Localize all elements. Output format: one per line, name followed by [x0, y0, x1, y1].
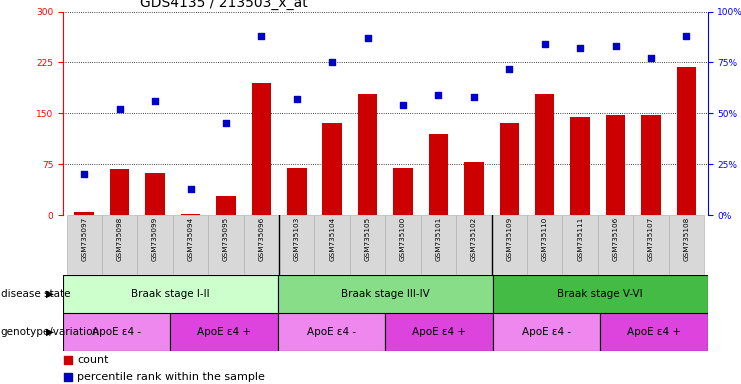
Point	[362, 35, 373, 41]
Point	[503, 65, 515, 71]
Text: GSM735109: GSM735109	[506, 217, 512, 261]
Bar	[499, 123, 519, 215]
Bar	[535, 94, 554, 215]
Text: GSM735099: GSM735099	[152, 217, 158, 261]
Text: Braak stage III-IV: Braak stage III-IV	[341, 289, 430, 299]
Point	[256, 33, 268, 39]
Bar	[385, 313, 493, 351]
Bar	[641, 115, 661, 215]
Bar	[606, 115, 625, 215]
Bar	[216, 196, 236, 215]
Point	[433, 92, 445, 98]
Bar	[67, 215, 102, 275]
Bar	[181, 214, 200, 215]
Point	[326, 59, 338, 65]
Text: GSM735106: GSM735106	[613, 217, 619, 261]
Text: Braak stage V-VI: Braak stage V-VI	[557, 289, 643, 299]
Point	[79, 171, 90, 177]
Point	[290, 96, 302, 102]
Bar	[137, 215, 173, 275]
Point	[539, 41, 551, 47]
Bar	[244, 215, 279, 275]
Text: GSM735104: GSM735104	[329, 217, 335, 261]
Bar	[598, 215, 634, 275]
Text: GSM735107: GSM735107	[648, 217, 654, 261]
Bar	[562, 215, 598, 275]
Text: GSM735110: GSM735110	[542, 217, 548, 261]
Bar	[527, 215, 562, 275]
Bar	[358, 94, 377, 215]
Bar	[102, 215, 137, 275]
Bar	[421, 215, 456, 275]
Text: ApoE ε4 -: ApoE ε4 -	[307, 327, 356, 337]
Text: GSM735111: GSM735111	[577, 217, 583, 261]
Point	[262, 300, 274, 306]
Text: genotype/variation: genotype/variation	[1, 327, 100, 337]
Point	[397, 102, 409, 108]
Bar	[393, 167, 413, 215]
Text: GSM735102: GSM735102	[471, 217, 477, 261]
Text: GSM735100: GSM735100	[400, 217, 406, 261]
Bar	[600, 313, 708, 351]
Bar	[493, 313, 600, 351]
Point	[185, 185, 196, 192]
Text: percentile rank within the sample: percentile rank within the sample	[78, 372, 265, 382]
Text: GSM735103: GSM735103	[293, 217, 300, 261]
Point	[149, 98, 161, 104]
Text: ApoE ε4 +: ApoE ε4 +	[627, 327, 681, 337]
Text: GSM735101: GSM735101	[436, 217, 442, 261]
Text: Braak stage I-II: Braak stage I-II	[131, 289, 210, 299]
Point	[610, 43, 622, 49]
Text: ▶: ▶	[46, 327, 54, 337]
Bar	[668, 215, 704, 275]
Bar	[571, 117, 590, 215]
Bar	[322, 123, 342, 215]
Point	[113, 106, 125, 112]
Bar	[278, 275, 493, 313]
Text: ApoE ε4 +: ApoE ε4 +	[197, 327, 251, 337]
Bar	[173, 215, 208, 275]
Bar	[208, 215, 244, 275]
Bar	[634, 215, 668, 275]
Text: GSM735094: GSM735094	[187, 217, 193, 261]
Bar	[278, 313, 385, 351]
Bar	[350, 215, 385, 275]
Bar	[491, 215, 527, 275]
Bar	[314, 215, 350, 275]
Bar	[287, 167, 307, 215]
Text: GSM735095: GSM735095	[223, 217, 229, 261]
Text: ▶: ▶	[46, 289, 54, 299]
Point	[468, 94, 480, 100]
Point	[645, 55, 657, 61]
Text: count: count	[78, 356, 109, 366]
Text: GSM735108: GSM735108	[683, 217, 689, 261]
Bar	[63, 313, 170, 351]
Text: GSM735105: GSM735105	[365, 217, 370, 261]
Bar	[456, 215, 491, 275]
Text: disease state: disease state	[1, 289, 70, 299]
Bar	[63, 275, 278, 313]
Point	[574, 45, 586, 51]
Bar	[429, 134, 448, 215]
Text: GSM735098: GSM735098	[116, 217, 123, 261]
Bar	[145, 173, 165, 215]
Text: GSM735097: GSM735097	[82, 217, 87, 261]
Point	[262, 151, 274, 157]
Bar	[385, 215, 421, 275]
Text: ApoE ε4 -: ApoE ε4 -	[522, 327, 571, 337]
Bar	[110, 169, 130, 215]
Bar	[493, 275, 708, 313]
Bar	[252, 83, 271, 215]
Text: ApoE ε4 +: ApoE ε4 +	[412, 327, 466, 337]
Bar	[464, 162, 484, 215]
Text: ApoE ε4 -: ApoE ε4 -	[92, 327, 142, 337]
Bar	[279, 215, 314, 275]
Bar	[170, 313, 278, 351]
Text: GDS4135 / 213503_x_at: GDS4135 / 213503_x_at	[140, 0, 308, 10]
Point	[220, 121, 232, 127]
Bar	[75, 212, 94, 215]
Text: GSM735096: GSM735096	[259, 217, 265, 261]
Bar	[677, 67, 696, 215]
Point	[680, 33, 692, 39]
